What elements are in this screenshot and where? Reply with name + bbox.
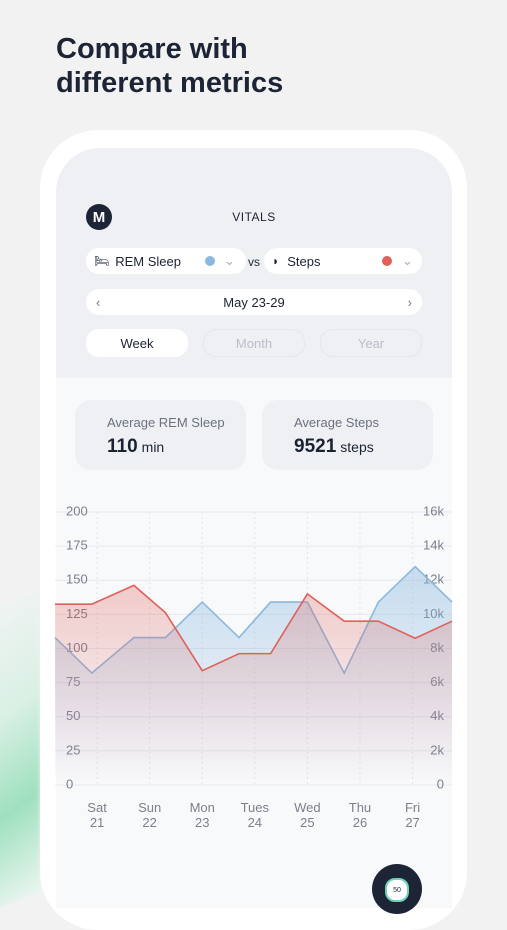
chart: 025507510012515017520002k4k6k8k10k12k14k… <box>54 503 453 791</box>
headline-line: Compare with <box>56 33 248 65</box>
stat-unit: steps <box>340 439 374 455</box>
x-tick-label: Sun 22 <box>138 800 162 830</box>
metric-a: REM Sleep <box>115 253 181 269</box>
brand-logo: M <box>86 204 112 230</box>
x-tick-label: Thu 26 <box>348 800 372 830</box>
date-range: May 23-29 <box>223 294 285 310</box>
legend-dot <box>382 256 392 266</box>
headline-line: different metrics <box>56 67 284 99</box>
series-line <box>55 584 453 672</box>
x-tick-label: Tues 24 <box>240 800 270 830</box>
tab[interactable]: Week <box>86 329 188 357</box>
watch-badge: 50 <box>385 878 409 902</box>
next-button[interactable]: › <box>407 294 412 310</box>
x-tick-label: Wed 25 <box>294 800 321 830</box>
y-tick-label: 150 <box>66 572 88 587</box>
metric-b: Steps <box>287 253 321 269</box>
prev-button[interactable]: ‹ <box>96 294 101 310</box>
date-nav: ‹ May 23-29 › <box>86 289 422 315</box>
chevron: ⌄ <box>402 253 413 268</box>
metric-b-select[interactable]: ◗ Steps ⌄ <box>264 248 422 274</box>
page: Compare with different metrics M VITALS 🛏… <box>0 32 467 930</box>
metric-a-select[interactable]: 🛏 REM Sleep ⌄ <box>86 248 246 274</box>
stat-number: 110 <box>107 436 138 457</box>
series-area <box>55 585 452 785</box>
y2-tick-label: 16k <box>423 503 444 518</box>
bed-icon: 🛏 <box>94 254 110 268</box>
stat-label: Average REM Sleep <box>107 415 225 430</box>
watch-button[interactable]: 50 <box>372 864 422 914</box>
app-title: VITALS <box>232 210 276 224</box>
steps-icon: ◗ <box>272 254 280 268</box>
x-tick-label: Sat 21 <box>87 800 107 830</box>
stat-card: Average REM Sleep 110 min <box>75 400 246 470</box>
chevron: ⌄ <box>224 253 235 268</box>
stat-unit: min <box>141 439 165 455</box>
vs-label: vs <box>248 255 260 269</box>
legend-dot <box>205 256 215 266</box>
x-tick-label: Fri 27 <box>404 800 421 830</box>
stat-value: 110 min <box>107 436 164 458</box>
y-tick-label: 175 <box>66 538 88 553</box>
stat-label: Average Steps <box>294 415 380 430</box>
stat-number: 9521 <box>294 436 337 457</box>
y2-tick-label: 14k <box>423 538 444 553</box>
y-tick-label: 200 <box>66 503 88 518</box>
headline: Compare with different metrics <box>56 32 283 100</box>
stat-value: 9521 steps <box>294 436 374 458</box>
x-tick-label: Mon 23 <box>189 800 215 830</box>
tab[interactable]: Month <box>203 329 305 357</box>
tab[interactable]: Year <box>320 329 422 357</box>
stat-card: Average Steps 9521 steps <box>262 400 433 470</box>
